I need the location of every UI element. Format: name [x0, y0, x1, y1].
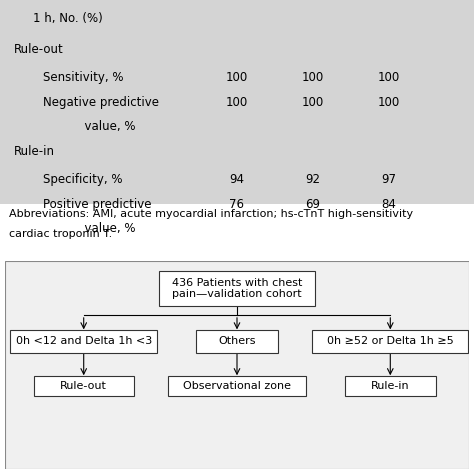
Text: Rule-in: Rule-in [14, 145, 55, 158]
Text: 100: 100 [378, 96, 400, 109]
Text: 84: 84 [381, 198, 396, 211]
FancyBboxPatch shape [34, 376, 134, 396]
Text: 436 Patients with chest
pain—validation cohort: 436 Patients with chest pain—validation … [172, 278, 302, 299]
Text: 97: 97 [381, 173, 396, 186]
FancyBboxPatch shape [159, 271, 315, 306]
Text: Negative predictive: Negative predictive [43, 96, 159, 109]
Text: 76: 76 [229, 198, 245, 211]
Text: Others: Others [218, 337, 256, 346]
FancyBboxPatch shape [196, 330, 278, 353]
Text: value, %: value, % [62, 222, 135, 235]
Text: Sensitivity, %: Sensitivity, % [43, 72, 123, 84]
Text: 92: 92 [305, 173, 320, 186]
Text: Positive predictive: Positive predictive [43, 198, 151, 211]
Text: 100: 100 [226, 96, 248, 109]
FancyBboxPatch shape [10, 330, 157, 353]
Text: 100: 100 [378, 72, 400, 84]
Text: 69: 69 [305, 198, 320, 211]
Text: cardiac troponin T.: cardiac troponin T. [9, 229, 113, 239]
Text: Observational zone: Observational zone [183, 381, 291, 391]
Text: Rule-in: Rule-in [371, 381, 410, 391]
Text: 100: 100 [302, 72, 324, 84]
Text: 0h <12 and Delta 1h <3: 0h <12 and Delta 1h <3 [16, 337, 152, 346]
Text: Abbreviations: AMI, acute myocardial infarction; hs-cTnT high-sensitivity: Abbreviations: AMI, acute myocardial inf… [9, 209, 414, 219]
Text: 0h ≥52 or Delta 1h ≥5: 0h ≥52 or Delta 1h ≥5 [327, 337, 454, 346]
Text: 100: 100 [226, 72, 248, 84]
Text: 94: 94 [229, 173, 245, 186]
FancyBboxPatch shape [312, 330, 468, 353]
Text: Rule-out: Rule-out [14, 43, 64, 56]
Text: Rule-out: Rule-out [60, 381, 107, 391]
Text: value, %: value, % [62, 120, 135, 133]
Text: 1 h, No. (%): 1 h, No. (%) [33, 12, 103, 25]
Text: 100: 100 [302, 96, 324, 109]
FancyBboxPatch shape [168, 376, 306, 396]
FancyBboxPatch shape [345, 376, 436, 396]
Text: Specificity, %: Specificity, % [43, 173, 122, 186]
